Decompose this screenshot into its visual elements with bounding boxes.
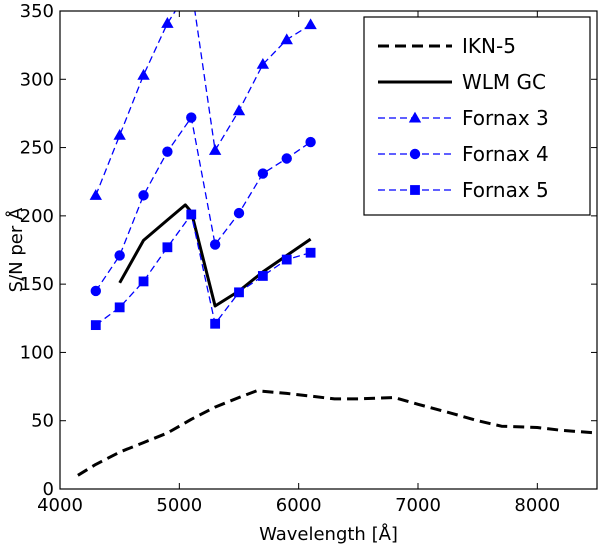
- triangle-marker: [113, 128, 126, 140]
- circle-marker: [281, 153, 292, 164]
- triangle-marker: [137, 68, 150, 80]
- triangle-marker: [161, 16, 174, 28]
- circle-marker: [233, 207, 245, 219]
- legend: IKN-5 WLM GC Fornax 3 Fornax 4 Fornax 5: [363, 16, 591, 216]
- series-wlm-gc: [118, 203, 312, 308]
- x-tick-label: 7000: [395, 495, 441, 516]
- square-marker: [410, 185, 420, 195]
- series-line-fornax-5: [95, 213, 311, 326]
- y-tick-label: 100: [20, 342, 54, 363]
- legend-label-fornax-5: Fornax 5: [462, 178, 549, 202]
- y-tick-label: 50: [31, 411, 54, 432]
- x-tick-label: 8000: [514, 495, 560, 516]
- square-marker: [305, 247, 316, 258]
- triangle-marker: [232, 104, 246, 116]
- series-fornax-4: [90, 112, 316, 297]
- y-tick-label: 150: [20, 274, 54, 295]
- y-axis-label: S/N per Å: [5, 207, 27, 292]
- y-tick-label: 250: [20, 138, 54, 159]
- y-tick-label: 0: [43, 479, 54, 500]
- circle-marker: [162, 146, 173, 157]
- x-tick-label: 6000: [276, 495, 322, 516]
- series-line-wlm-gc: [118, 203, 312, 308]
- triangle-marker: [208, 143, 222, 155]
- plot-frame: [59, 10, 598, 490]
- x-tick-label: 5000: [156, 495, 202, 516]
- circle-marker: [138, 190, 149, 201]
- triangle-marker: [280, 33, 293, 45]
- circle-marker: [257, 168, 269, 179]
- square-marker: [138, 276, 149, 287]
- legend-box: [363, 16, 591, 216]
- x-axis-label: Wavelength [Å]: [259, 523, 398, 545]
- circle-marker: [186, 112, 197, 123]
- triangle-marker: [304, 18, 317, 30]
- square-marker: [186, 209, 197, 220]
- circle-marker: [305, 136, 316, 148]
- square-marker: [281, 254, 292, 265]
- legend-label-wlm-gc: WLM GC: [462, 70, 546, 94]
- square-marker: [162, 242, 173, 253]
- square-marker: [257, 271, 268, 281]
- triangle-marker: [408, 111, 422, 123]
- circle-marker: [114, 250, 125, 261]
- series-layer: [77, 11, 597, 477]
- series-fornax-3: [89, 11, 317, 200]
- triangle-marker: [256, 57, 270, 69]
- legend-label-fornax-3: Fornax 3: [462, 106, 549, 130]
- circle-marker: [209, 239, 221, 250]
- series-line-fornax-3: [95, 11, 311, 196]
- y-tick-label: 200: [20, 206, 54, 227]
- square-marker: [114, 302, 125, 313]
- square-marker: [90, 320, 101, 331]
- circle-marker: [90, 285, 102, 297]
- series-line-ikn-5: [77, 389, 597, 477]
- x-tick-label: 4000: [37, 495, 83, 516]
- y-tick-label: 350: [20, 1, 54, 22]
- circle-marker: [409, 148, 421, 160]
- square-marker: [234, 287, 244, 298]
- legend-label-fornax-4: Fornax 4: [462, 142, 549, 166]
- square-marker: [210, 318, 221, 329]
- triangle-marker: [89, 189, 102, 200]
- ticks-layer: 4000 5000 6000 7000 8000 0 50 100 150 200 250 300 35…: [20, 1, 597, 516]
- series-fornax-5: [90, 209, 316, 331]
- y-tick-label: 300: [20, 69, 54, 90]
- legend-label-ikn-5: IKN-5: [462, 34, 516, 58]
- series-ikn-5: [77, 389, 597, 477]
